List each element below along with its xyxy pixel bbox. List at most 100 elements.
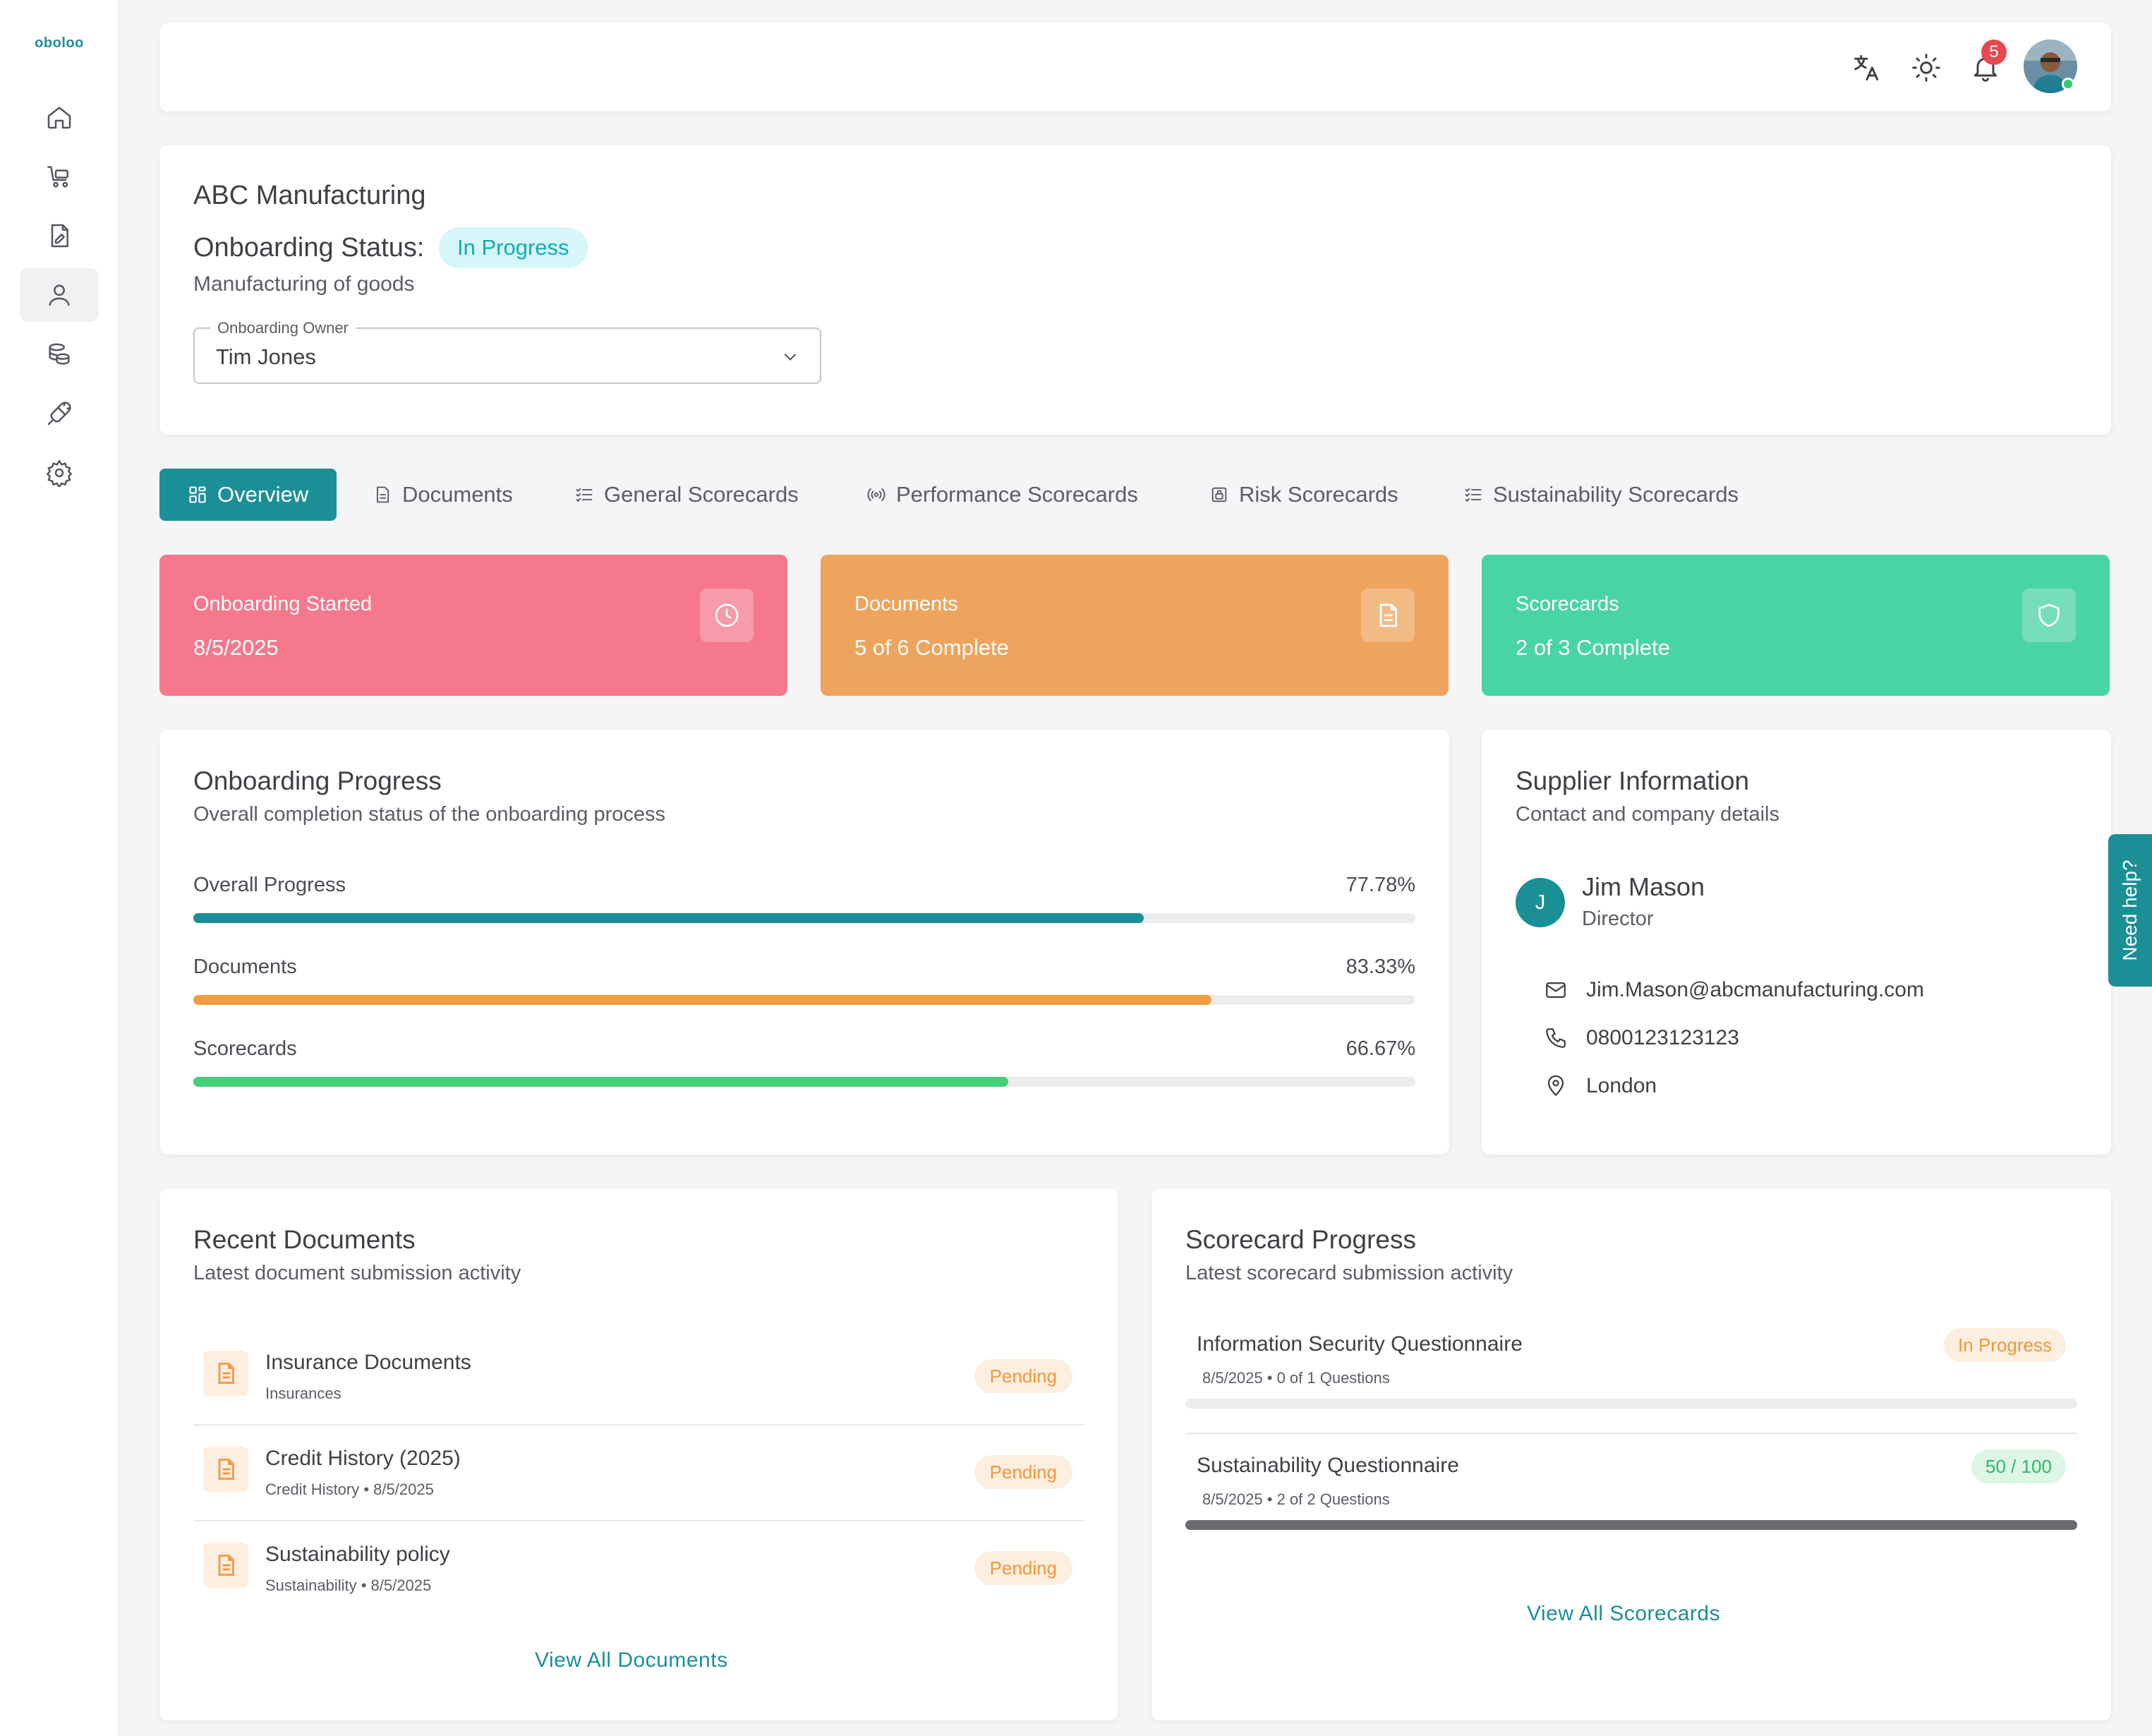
tab-documents[interactable]: Documents bbox=[373, 469, 513, 521]
checklist-icon bbox=[1465, 488, 1482, 502]
divider bbox=[1185, 1433, 2077, 1434]
tab-risk-scorecards[interactable]: Risk Scorecards bbox=[1209, 469, 1398, 521]
onboarding-progress-card: Onboarding Progress Overall completion s… bbox=[159, 730, 1449, 1155]
progress-bar-track bbox=[193, 995, 1415, 1005]
sidebar-item-cart[interactable] bbox=[20, 150, 99, 203]
progress-bar-track bbox=[193, 1077, 1415, 1087]
tab-label: Performance Scorecards bbox=[896, 482, 1138, 507]
app-logo[interactable]: oboloo bbox=[35, 35, 84, 51]
shield-icon bbox=[2038, 603, 2060, 627]
theme-toggle-button[interactable] bbox=[1909, 51, 1943, 85]
phone-icon bbox=[1546, 1028, 1566, 1048]
stat-value: 5 of 6 Complete bbox=[854, 635, 1009, 660]
sidebar-item-integrations[interactable] bbox=[20, 387, 99, 440]
tab-label: Risk Scorecards bbox=[1239, 482, 1398, 507]
user-icon bbox=[49, 284, 70, 306]
document-icon bbox=[377, 486, 389, 503]
stat-scorecards: Scorecards 2 of 3 Complete bbox=[1482, 555, 2110, 696]
document-meta: Credit History • 8/5/2025 bbox=[265, 1481, 434, 1498]
card-subtitle: Contact and company details bbox=[1516, 803, 1779, 826]
document-icon-box bbox=[203, 1543, 248, 1588]
status-badge: Pending bbox=[974, 1359, 1072, 1393]
scorecard-meta: 8/5/2025 • 2 of 2 Questions bbox=[1202, 1490, 1390, 1508]
progress-percent: 66.67% bbox=[1346, 1037, 1415, 1060]
status-badge: Pending bbox=[974, 1455, 1072, 1489]
scorecard-progress-track bbox=[1185, 1399, 2077, 1409]
stat-icon-box bbox=[1361, 589, 1415, 642]
contact-role: Director bbox=[1582, 908, 1654, 930]
notification-badge: 5 bbox=[1981, 40, 2007, 65]
card-title: Onboarding Progress bbox=[193, 766, 442, 795]
tab-overview[interactable]: Overview bbox=[159, 469, 337, 521]
document-meta: Sustainability • 8/5/2025 bbox=[265, 1577, 432, 1594]
checklist-icon bbox=[576, 488, 593, 502]
contact-email: Jim.Mason@abcmanufacturing.com bbox=[1586, 978, 1924, 1001]
stat-value: 8/5/2025 bbox=[193, 635, 279, 660]
scorecard-progress-fill bbox=[1185, 1520, 2077, 1530]
tab-sustainability-scorecards[interactable]: Sustainability Scorecards bbox=[1463, 469, 1739, 521]
document-row[interactable]: Credit History (2025) Credit History • 8… bbox=[193, 1425, 1084, 1521]
stat-title: Scorecards bbox=[1516, 593, 1619, 615]
document-name: Credit History (2025) bbox=[265, 1447, 461, 1470]
stat-title: Documents bbox=[854, 593, 958, 615]
document-row[interactable]: Sustainability policy Sustainability • 8… bbox=[193, 1521, 1084, 1617]
progress-bar-fill bbox=[193, 913, 1144, 923]
document-name: Insurance Documents bbox=[265, 1351, 471, 1374]
card-title: Scorecard Progress bbox=[1185, 1225, 1416, 1254]
card-title: Recent Documents bbox=[193, 1225, 416, 1254]
progress-label: Documents bbox=[193, 956, 297, 978]
progress-bar-track bbox=[193, 913, 1415, 923]
scorecard-progress-card: Scorecard Progress Latest scorecard subm… bbox=[1151, 1188, 2111, 1720]
document-name: Sustainability policy bbox=[265, 1543, 450, 1566]
contract-icon bbox=[51, 224, 68, 248]
translate-icon bbox=[1854, 55, 1879, 80]
sidebar-item-suppliers[interactable] bbox=[20, 268, 99, 322]
document-icon-box bbox=[203, 1351, 248, 1396]
progress-bar-fill bbox=[193, 1077, 1008, 1087]
lock-icon bbox=[1211, 487, 1227, 502]
supplier-information-card: Supplier Information Contact and company… bbox=[1482, 730, 2111, 1155]
view-all-scorecards-link[interactable]: View All Scorecards bbox=[1527, 1602, 1721, 1625]
home-icon bbox=[47, 107, 71, 129]
sun-icon bbox=[1912, 54, 1940, 82]
progress-label: Overall Progress bbox=[193, 874, 346, 896]
stat-icon-box bbox=[700, 589, 754, 642]
document-icon bbox=[218, 1555, 234, 1576]
location-pin-icon bbox=[1547, 1075, 1564, 1097]
sidebar-item-home[interactable] bbox=[20, 90, 99, 144]
scorecard-name[interactable]: Sustainability Questionnaire bbox=[1197, 1454, 1459, 1477]
scorecard-name[interactable]: Information Security Questionnaire bbox=[1197, 1332, 1523, 1356]
tab-general-scorecards[interactable]: General Scorecards bbox=[574, 469, 799, 521]
contact-location: London bbox=[1586, 1074, 1657, 1097]
view-all-documents-link[interactable]: View All Documents bbox=[535, 1648, 728, 1672]
document-row[interactable]: Insurance Documents Insurances Pending bbox=[193, 1330, 1084, 1425]
sidebar-item-contracts[interactable] bbox=[20, 209, 99, 263]
sidebar-item-savings[interactable] bbox=[20, 327, 99, 381]
stat-documents: Documents 5 of 6 Complete bbox=[821, 555, 1449, 696]
score-badge: 50 / 100 bbox=[1971, 1449, 2066, 1483]
tab-label: General Scorecards bbox=[604, 482, 799, 507]
need-help-label: Need help? bbox=[2119, 860, 2141, 961]
scorecard-progress-track bbox=[1185, 1520, 2077, 1530]
cart-icon bbox=[47, 166, 68, 188]
card-subtitle: Latest scorecard submission activity bbox=[1185, 1262, 1513, 1284]
document-meta: Insurances bbox=[265, 1385, 341, 1402]
onboarding-owner-value: Tim Jones bbox=[216, 344, 316, 369]
contact-email-row[interactable]: Jim.Mason@abcmanufacturing.com bbox=[1544, 978, 1924, 1002]
sidebar-item-settings[interactable] bbox=[20, 446, 99, 500]
translate-button[interactable] bbox=[1850, 51, 1884, 85]
document-icon bbox=[218, 1363, 234, 1384]
industry-text: Manufacturing of goods bbox=[193, 272, 415, 296]
contact-phone-row[interactable]: 0800123123123 bbox=[1544, 1026, 1739, 1050]
contact-name: Jim Mason bbox=[1582, 872, 1705, 901]
tab-performance-scorecards[interactable]: Performance Scorecards bbox=[866, 469, 1138, 521]
chevron-down-icon bbox=[784, 354, 797, 361]
need-help-button[interactable]: Need help? bbox=[2108, 834, 2152, 987]
onboarding-status-label: Onboarding Status: bbox=[193, 233, 425, 263]
stat-icon-box bbox=[2022, 589, 2076, 642]
coins-icon bbox=[49, 343, 70, 365]
contact-avatar: J bbox=[1516, 878, 1565, 927]
onboarding-owner-select[interactable]: Onboarding Owner Tim Jones bbox=[193, 319, 821, 384]
card-subtitle: Overall completion status of the onboard… bbox=[193, 803, 665, 826]
stat-value: 2 of 3 Complete bbox=[1516, 635, 1670, 660]
